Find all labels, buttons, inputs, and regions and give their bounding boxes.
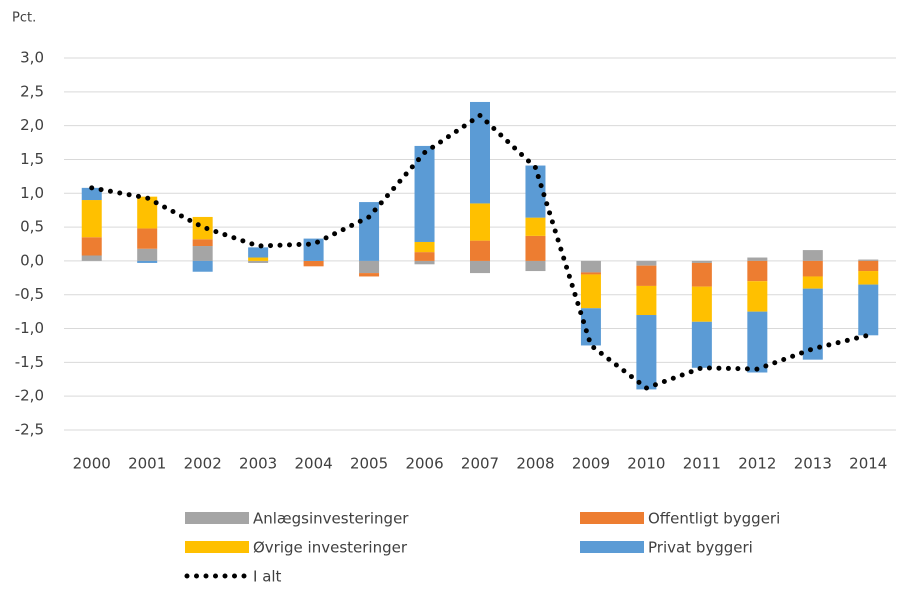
bar xyxy=(636,315,657,390)
x-tick-label: 2001 xyxy=(128,455,166,473)
bar xyxy=(636,285,657,316)
bar xyxy=(414,252,435,261)
bar xyxy=(802,260,823,277)
bar xyxy=(580,272,601,275)
bar xyxy=(636,260,657,266)
x-tick-label: 2014 xyxy=(849,455,887,473)
bar xyxy=(192,239,213,247)
bar xyxy=(691,321,712,368)
y-axis-label: Pct. xyxy=(12,11,36,26)
bar xyxy=(192,246,213,261)
bar xyxy=(470,101,490,204)
bar xyxy=(414,260,435,265)
bar xyxy=(192,260,213,272)
bar xyxy=(691,260,712,263)
bar xyxy=(81,200,102,238)
x-tick-label: 2002 xyxy=(184,455,222,473)
bar xyxy=(81,237,102,256)
legend-label: Privat byggeri xyxy=(648,539,753,557)
bar xyxy=(192,216,213,240)
x-tick-label: 2007 xyxy=(461,455,499,473)
x-tick-label: 2004 xyxy=(295,455,333,473)
bar xyxy=(580,308,601,346)
legend-label: Offentligt byggeri xyxy=(648,510,780,528)
bar xyxy=(137,248,158,261)
legend-swatch xyxy=(185,541,249,553)
bar xyxy=(747,281,768,312)
bar xyxy=(747,257,768,261)
bar xyxy=(580,274,601,309)
bar xyxy=(802,276,823,289)
bar xyxy=(81,187,102,201)
x-tick-label: 2011 xyxy=(683,455,721,473)
bar xyxy=(470,260,490,274)
legend-swatch xyxy=(580,541,644,553)
bar xyxy=(802,250,823,261)
bar xyxy=(580,260,601,273)
bar xyxy=(137,228,158,249)
bar xyxy=(525,260,546,272)
x-tick-label: 2009 xyxy=(572,455,610,473)
bar xyxy=(858,260,879,272)
y-tick-label: 1,0 xyxy=(20,184,44,202)
y-tick-label: -2,5 xyxy=(15,421,44,439)
bar xyxy=(248,247,269,258)
bar xyxy=(137,196,158,229)
legend-label: Øvrige investeringer xyxy=(253,539,408,557)
x-tick-label: 2013 xyxy=(794,455,832,473)
bar xyxy=(858,271,879,285)
bar xyxy=(691,262,712,287)
y-tick-label: -1,5 xyxy=(15,353,44,371)
y-tick-label: 0,0 xyxy=(20,251,44,269)
bar xyxy=(248,260,269,263)
bar xyxy=(303,238,324,261)
bar xyxy=(414,241,435,253)
y-tick-label: -0,5 xyxy=(15,285,44,303)
bar xyxy=(359,273,380,277)
bar xyxy=(747,260,768,282)
y-tick-label: 2,5 xyxy=(20,82,44,100)
bar xyxy=(470,240,490,261)
bar xyxy=(802,288,823,360)
bar xyxy=(359,202,380,261)
legend-label: I alt xyxy=(253,568,282,586)
x-tick-label: 2006 xyxy=(405,455,443,473)
x-tick-label: 2000 xyxy=(73,455,111,473)
bar xyxy=(691,286,712,322)
x-tick-label: 2012 xyxy=(738,455,776,473)
y-tick-label: 0,5 xyxy=(20,218,44,236)
bar xyxy=(858,259,879,261)
x-tick-label: 2005 xyxy=(350,455,388,473)
bar xyxy=(137,260,158,263)
bar xyxy=(303,260,324,267)
bar xyxy=(248,257,269,261)
bar xyxy=(525,217,546,236)
legend-label: Anlægsinvesteringer xyxy=(253,510,409,528)
y-tick-label: -1,0 xyxy=(15,319,44,337)
bar xyxy=(81,255,102,261)
bar xyxy=(858,284,879,336)
y-tick-label: -2,0 xyxy=(15,387,44,405)
y-tick-label: 2,0 xyxy=(20,116,44,134)
x-tick-label: 2010 xyxy=(627,455,665,473)
bar xyxy=(636,265,657,286)
bar xyxy=(525,165,546,218)
bar xyxy=(525,235,546,261)
bar xyxy=(470,203,490,241)
bar xyxy=(747,311,768,373)
x-tick-label: 2003 xyxy=(239,455,277,473)
y-tick-label: 3,0 xyxy=(20,49,44,67)
legend-swatch xyxy=(185,512,249,524)
legend-swatch xyxy=(580,512,644,524)
line xyxy=(89,112,871,391)
bar xyxy=(414,145,435,242)
x-tick-label: 2008 xyxy=(516,455,554,473)
y-tick-label: 1,5 xyxy=(20,150,44,168)
bar xyxy=(359,260,380,274)
